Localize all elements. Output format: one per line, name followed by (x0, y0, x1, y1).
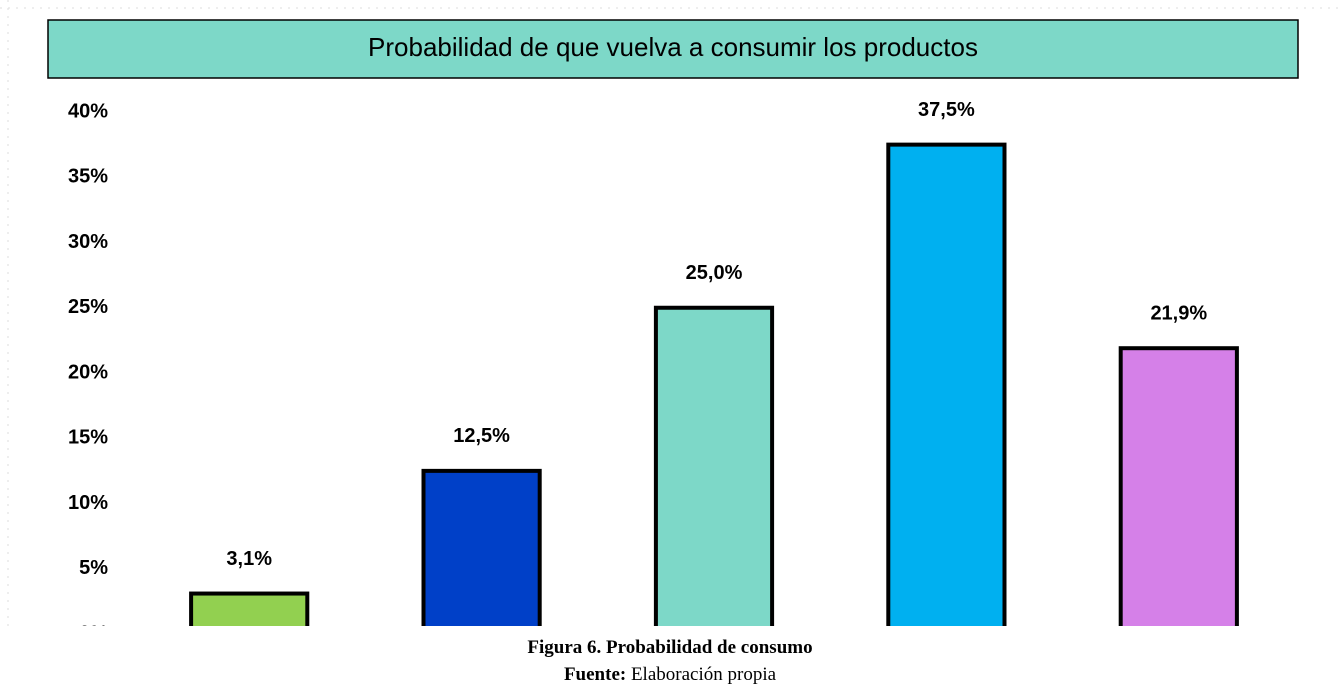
bar (653, 305, 775, 626)
chart: Probabilidad de que vuelva a consumir lo… (0, 0, 1340, 626)
y-tick-label: 10% (68, 492, 108, 514)
title-box (47, 19, 1299, 79)
bar (421, 468, 542, 626)
chart-title: Probabilidad de que vuelva a consumir lo… (368, 32, 978, 62)
y-tick-label: 30% (68, 231, 108, 253)
y-tick-label: 20% (68, 361, 108, 383)
plot: 0% 5% 10% 15% 20% 25% 30% 35% 40% 3,1% 12,5% 25,0% 3… (68, 99, 1239, 626)
bar (1118, 346, 1239, 626)
figure-caption: Figura 6. Probabilidad de consumo (527, 637, 813, 658)
y-tick-label: 5% (79, 557, 108, 579)
y-tick-label: 35% (68, 166, 108, 188)
source-label: Fuente: (563, 664, 627, 685)
value-label: 12,5% (453, 425, 510, 447)
y-tick-label: 15% (68, 427, 108, 449)
value-label: 3,1% (226, 548, 272, 570)
caption: Figura 6. Probabilidad de consumo Fuente… (0, 634, 1340, 688)
y-tick-label: 0% (79, 622, 108, 626)
bar (189, 591, 310, 626)
value-label: 21,9% (1150, 302, 1207, 324)
bar (886, 142, 1007, 626)
y-tick-label: 40% (68, 100, 108, 122)
y-tick-label: 25% (68, 296, 108, 318)
source: Elaboración propia (630, 664, 777, 685)
value-label: 25,0% (686, 262, 743, 284)
value-label: 37,5% (918, 99, 975, 121)
